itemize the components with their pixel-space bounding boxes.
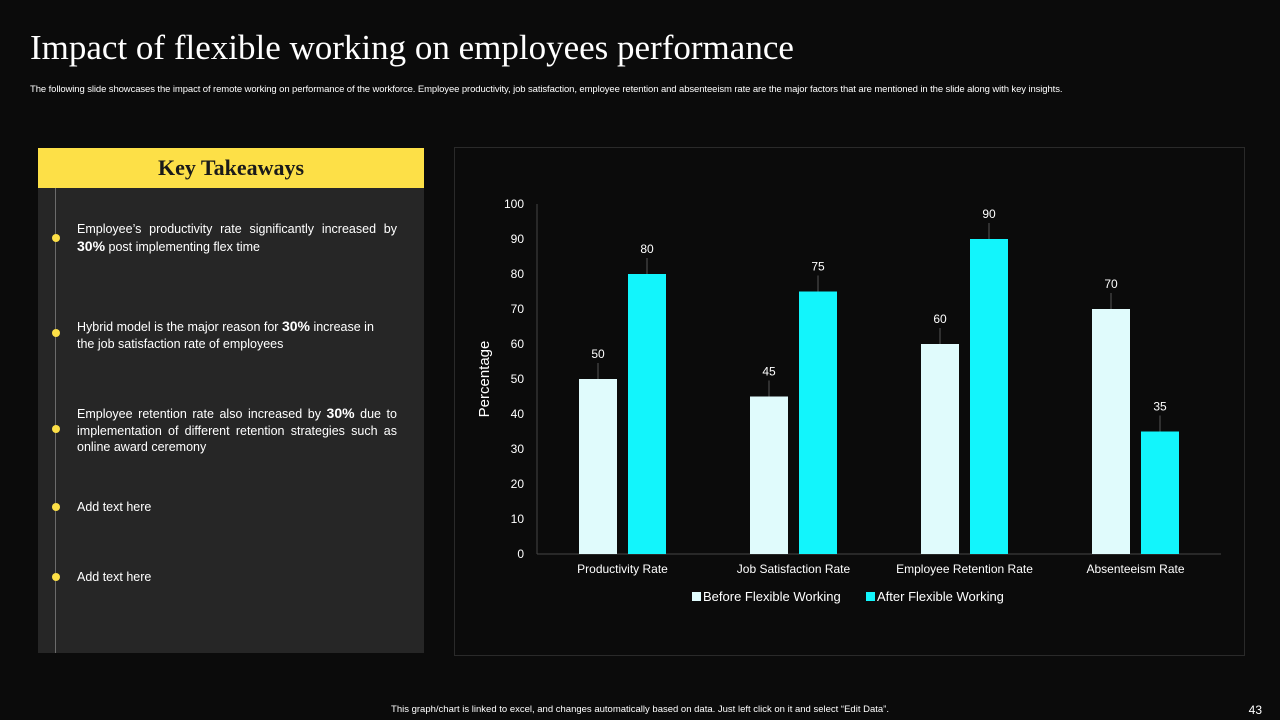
bar bbox=[579, 379, 617, 554]
bar bbox=[750, 396, 788, 554]
bar bbox=[799, 291, 837, 554]
bar bbox=[921, 344, 959, 554]
y-tick-label: 40 bbox=[511, 407, 525, 421]
bullet-dot-icon bbox=[52, 503, 60, 511]
x-tick-label: Employee Retention Rate bbox=[896, 562, 1033, 576]
page-number: 43 bbox=[1248, 703, 1262, 717]
data-label: 70 bbox=[1104, 277, 1118, 291]
bar-chart: 0 10 20 30 40 50 60 70 80 90 100 Percentage 50 80 Prod… bbox=[476, 197, 1221, 604]
data-label: 50 bbox=[591, 347, 605, 361]
x-tick-label: Absenteeism Rate bbox=[1086, 562, 1184, 576]
bar bbox=[970, 239, 1008, 554]
data-label: 45 bbox=[762, 365, 776, 379]
chart-container[interactable]: 0 10 20 30 40 50 60 70 80 90 100 Percentage 50 80 Prod… bbox=[454, 147, 1245, 656]
key-takeaways-header: Key Takeaways bbox=[38, 148, 424, 188]
y-tick-label: 50 bbox=[511, 372, 525, 386]
y-tick-label: 20 bbox=[511, 477, 525, 491]
y-tick-label: 30 bbox=[511, 442, 525, 456]
x-tick-label: Job Satisfaction Rate bbox=[737, 562, 851, 576]
bullet-dot-icon bbox=[52, 573, 60, 581]
data-label: 90 bbox=[982, 207, 996, 221]
legend-swatch bbox=[866, 592, 875, 601]
y-tick-label: 90 bbox=[511, 232, 525, 246]
data-label: 60 bbox=[933, 312, 947, 326]
bar bbox=[1092, 309, 1130, 554]
legend-swatch bbox=[692, 592, 701, 601]
bullet-dot-icon bbox=[52, 425, 60, 433]
timeline-line bbox=[55, 188, 56, 653]
y-tick-label: 80 bbox=[511, 267, 525, 281]
bar bbox=[1141, 431, 1179, 554]
bullet-dot-icon bbox=[52, 234, 60, 242]
key-takeaways-panel: Key Takeaways Employee’s productivity ra… bbox=[38, 148, 424, 653]
slide-subtitle: The following slide showcases the impact… bbox=[30, 84, 1063, 95]
y-tick-label: 10 bbox=[511, 512, 525, 526]
takeaway-item: Employee’s productivity rate significant… bbox=[77, 222, 397, 254]
y-axis-title: Percentage bbox=[476, 341, 493, 418]
x-tick-label: Productivity Rate bbox=[577, 562, 668, 576]
data-label: 80 bbox=[640, 242, 654, 256]
takeaway-item: Add text here bbox=[77, 500, 152, 514]
footer-note: This graph/chart is linked to excel, and… bbox=[391, 704, 889, 715]
y-tick-label: 60 bbox=[511, 337, 525, 351]
legend-label: Before Flexible Working bbox=[703, 589, 841, 604]
takeaway-item: Employee retention rate also increased b… bbox=[77, 405, 397, 454]
data-label: 35 bbox=[1153, 400, 1167, 414]
takeaway-item: Add text here bbox=[77, 570, 152, 584]
bar bbox=[628, 274, 666, 554]
data-label: 75 bbox=[811, 260, 825, 274]
y-tick-label: 0 bbox=[517, 547, 524, 561]
legend-label: After Flexible Working bbox=[877, 589, 1004, 604]
slide-title: Impact of flexible working on employees … bbox=[30, 28, 794, 67]
y-tick-label: 100 bbox=[504, 197, 524, 211]
bullet-dot-icon bbox=[52, 329, 60, 337]
y-tick-label: 70 bbox=[511, 302, 525, 316]
takeaway-item: Hybrid model is the major reason for 30%… bbox=[77, 318, 374, 351]
key-takeaways-heading: Key Takeaways bbox=[157, 155, 305, 180]
